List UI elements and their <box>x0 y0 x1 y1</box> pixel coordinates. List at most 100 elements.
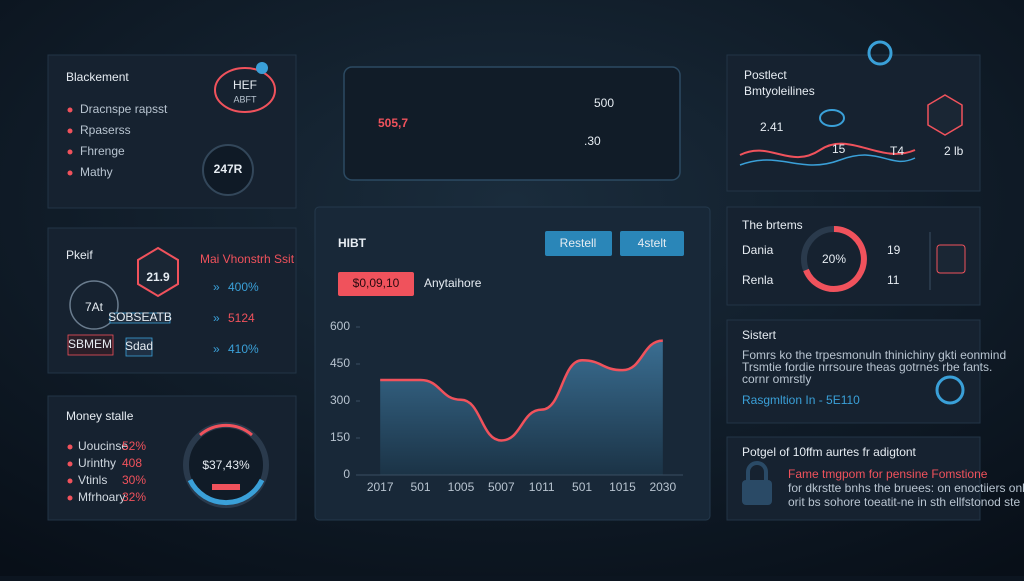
icon <box>936 244 966 274</box>
list-label: Vtinls <box>78 473 107 487</box>
list-item: Dracnspe rapsst <box>80 102 168 116</box>
area-line <box>380 339 663 442</box>
chip <box>67 334 114 356</box>
link[interactable]: Rasgmltion In - 5E110 <box>742 393 860 407</box>
caption: Anytaihore <box>424 276 482 290</box>
stat: T4 <box>890 144 904 158</box>
button[interactable] <box>545 231 612 256</box>
arrow: » <box>213 311 220 325</box>
list-label: Mfrhoary <box>78 490 125 504</box>
list-item: Fhrenge <box>80 144 125 158</box>
paragraph-line: Trsmtie fordie nrrsoure theas gotrnes rb… <box>742 360 992 374</box>
list-label: Urinthy <box>78 456 116 470</box>
bullet <box>67 444 73 450</box>
chip <box>109 312 171 324</box>
paragraph-line: Fame tmgpom for pensine Fomstione <box>788 467 988 481</box>
panel-title: HIBT <box>338 236 367 250</box>
paragraph-line: cornr omrstly <box>742 372 811 386</box>
y-tick-label: 300 <box>330 393 350 407</box>
panel-title: Sistert <box>742 328 777 342</box>
panel <box>726 319 981 424</box>
hexagon <box>927 94 963 136</box>
hero-value: 505,7 <box>378 116 408 130</box>
ring-value: $37,43% <box>202 458 250 472</box>
list-value: 52% <box>122 439 146 453</box>
ring-arc <box>187 478 265 505</box>
icon <box>819 109 845 127</box>
chip <box>125 337 153 357</box>
ring-arc <box>199 423 253 437</box>
gauge-sub: ABFT <box>233 94 257 104</box>
panel-title: Pkeif <box>66 248 93 262</box>
bullet <box>67 461 73 467</box>
panel-title: Blackement <box>66 70 129 84</box>
values: » 400% » 5124 » 410% <box>213 280 259 356</box>
y-tick-label: 0 <box>343 467 350 481</box>
panel-title: Potgel of 10ffm aurtes fr adigtont <box>742 445 917 459</box>
list-value: 30% <box>122 473 146 487</box>
gauge-label: HEF <box>233 78 257 92</box>
paragraph-line: for dkrstte bnhs the bruees: on enoctiie… <box>788 481 1024 495</box>
stats: 2.41 15 T4 2 lb <box>760 120 964 158</box>
area <box>380 340 663 475</box>
lock-icon <box>746 461 768 480</box>
hex-value: 21.9 <box>146 270 170 284</box>
panel <box>726 436 981 521</box>
badge <box>338 272 414 296</box>
list-item: Mathy <box>80 165 113 179</box>
row-label: Renla <box>742 273 774 287</box>
heading: Mai Vhonstrh Ssit <box>200 252 295 266</box>
gauge-value: 247R <box>214 162 243 176</box>
list-item: Rpaserss <box>80 123 131 137</box>
list-value: 32% <box>122 490 146 504</box>
bullet <box>67 128 73 134</box>
value: 400% <box>228 280 259 294</box>
bullet <box>67 149 73 155</box>
x-tick-label: 2017 <box>367 480 394 494</box>
button[interactable] <box>620 231 684 256</box>
paragraph-line: orit bs sohore toeatit-ne in sth ellfsto… <box>788 495 1020 509</box>
x-tick-label: 5007 <box>488 480 515 494</box>
row-label: Dania <box>742 243 774 257</box>
list: Dracnspe rapsst Rpaserss Fhrenge Mathy <box>67 102 168 179</box>
value: 410% <box>228 342 259 356</box>
x-tick-label: 1005 <box>448 480 475 494</box>
ring-bar <box>212 484 240 490</box>
arrow: » <box>213 280 220 294</box>
row-value: 19 <box>887 243 901 257</box>
paragraph: Fomrs ko the trpesmonuln thinichiny gkti… <box>742 348 1006 386</box>
y-tick-label: 150 <box>330 430 350 444</box>
icon <box>867 40 893 66</box>
gauge <box>202 144 254 196</box>
button-label[interactable]: Restell <box>560 236 597 250</box>
panel <box>47 54 297 209</box>
panel-subtitle: Bmtyoleilines <box>744 84 815 98</box>
gauge <box>214 67 276 113</box>
row-value: 11 <box>887 273 900 287</box>
panel-title: The brtems <box>742 218 803 232</box>
icon <box>935 375 965 405</box>
decor-line <box>739 142 916 159</box>
decor-line <box>739 154 916 166</box>
bullet <box>67 495 73 501</box>
panel-title: Postlect <box>744 68 787 82</box>
list-label: Uoucinse <box>78 439 128 453</box>
hero-bottom: .30 <box>584 134 601 148</box>
donut-label: 20% <box>822 252 846 266</box>
rows: Dania 19 Renla 11 <box>742 243 901 287</box>
list-value: 408 <box>122 456 142 470</box>
y-tick-label: 600 <box>330 319 350 333</box>
hero-top: 500 <box>594 96 614 110</box>
x-tick-label: 2030 <box>649 480 676 494</box>
bullet <box>67 170 73 176</box>
chip-label: Sdad <box>125 339 153 353</box>
gauge <box>69 280 119 330</box>
button-label[interactable]: 4stelt <box>638 236 667 250</box>
chip-label: SOBSEATB <box>108 310 172 324</box>
badge-dot <box>256 62 268 74</box>
hexagon <box>137 246 179 298</box>
value: 5124 <box>228 311 255 325</box>
